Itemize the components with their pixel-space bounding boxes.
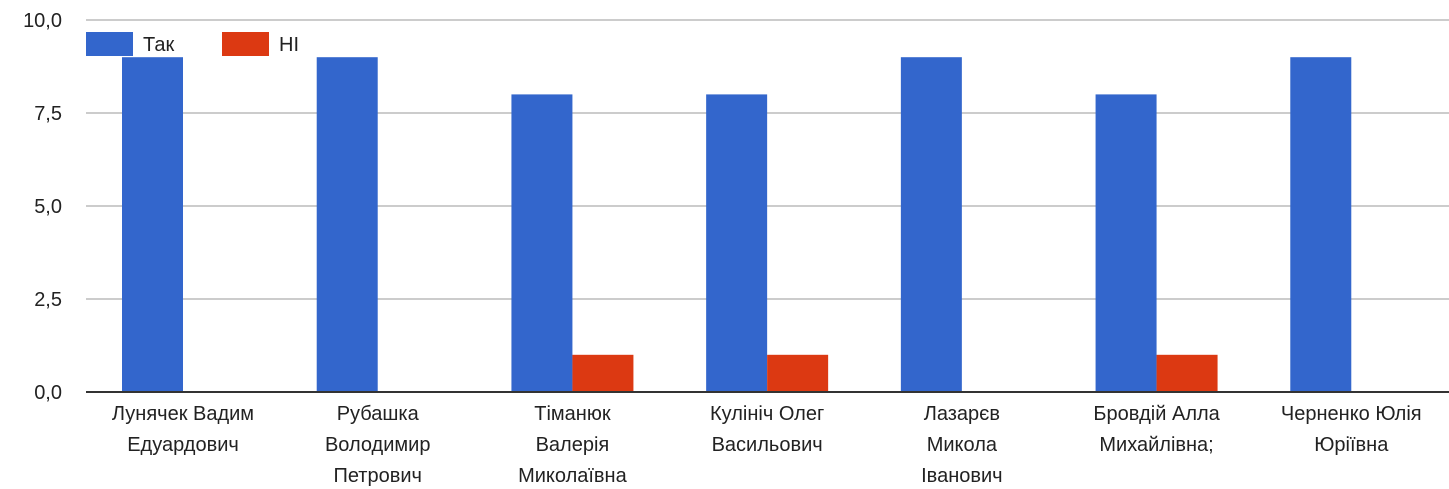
- x-category-label: Лазарєв Микола Іванович: [921, 403, 1002, 487]
- bars: Так: 9НІ: 0Так: 9НІ: 0Так: 8НІ: 1Так: 8Н…: [122, 57, 1352, 393]
- bar-tak[interactable]: Так: 9: [316, 57, 378, 392]
- bar-ni[interactable]: НІ: 1: [572, 354, 634, 392]
- x-category-label: Лунячек Вадим Едуардович: [112, 403, 254, 456]
- bar-tak[interactable]: Так: 9: [900, 57, 962, 392]
- bar-tak[interactable]: Так: 9: [1290, 57, 1352, 392]
- gridlines: [86, 19, 1449, 300]
- bar-ni[interactable]: НІ: 1: [1156, 354, 1218, 392]
- y-axis-tick-labels: 0,0 2,5 5,0 7,5 10,0: [23, 10, 62, 404]
- legend-item-ni[interactable]: НІ: [222, 32, 299, 56]
- y-tick-label: 7,5: [34, 103, 62, 125]
- legend[interactable]: Так НІ: [86, 32, 299, 56]
- legend-item-tak[interactable]: Так: [86, 32, 174, 56]
- x-category-label: Рубашка Володимир Петрович: [325, 403, 431, 487]
- legend-label: НІ: [279, 34, 299, 56]
- bar-tak[interactable]: Так: 8: [706, 94, 768, 393]
- bar-tak[interactable]: Так: 8: [511, 94, 573, 393]
- legend-label: Так: [143, 34, 174, 56]
- y-tick-label: 5,0: [34, 196, 62, 218]
- x-category-label: Тіманюк Валерія Миколаївна: [518, 403, 628, 487]
- y-tick-label: 10,0: [23, 10, 62, 32]
- legend-swatch: [222, 32, 269, 56]
- x-category-label: Кулініч Олег Васильович: [710, 403, 824, 456]
- x-category-label: Черненко Юлія Юріївна: [1281, 403, 1422, 456]
- bar-tak[interactable]: Так: 8: [1095, 94, 1157, 393]
- y-tick-label: 0,0: [34, 382, 62, 404]
- x-category-label: Бровдій Алла Михайлівна;: [1093, 403, 1220, 456]
- x-axis-category-labels: Лунячек Вадим Едуардович Рубашка Володимир П…: [112, 403, 1422, 487]
- bar-ni[interactable]: НІ: 1: [767, 354, 829, 392]
- legend-swatch: [86, 32, 133, 56]
- bar-tak[interactable]: Так: 9: [122, 57, 183, 392]
- y-tick-label: 2,5: [34, 289, 62, 311]
